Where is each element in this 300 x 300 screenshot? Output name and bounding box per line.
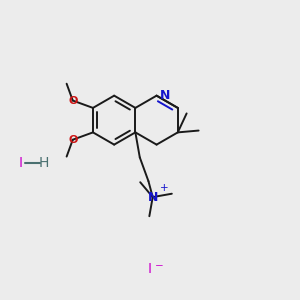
Text: N: N <box>160 89 170 102</box>
Text: I: I <box>19 156 23 170</box>
Text: +: + <box>160 183 168 193</box>
Text: −: − <box>154 262 163 272</box>
Text: H: H <box>39 156 49 170</box>
Text: I: I <box>148 262 152 276</box>
Text: N: N <box>148 190 158 204</box>
Text: O: O <box>68 135 77 145</box>
Text: O: O <box>68 95 77 106</box>
